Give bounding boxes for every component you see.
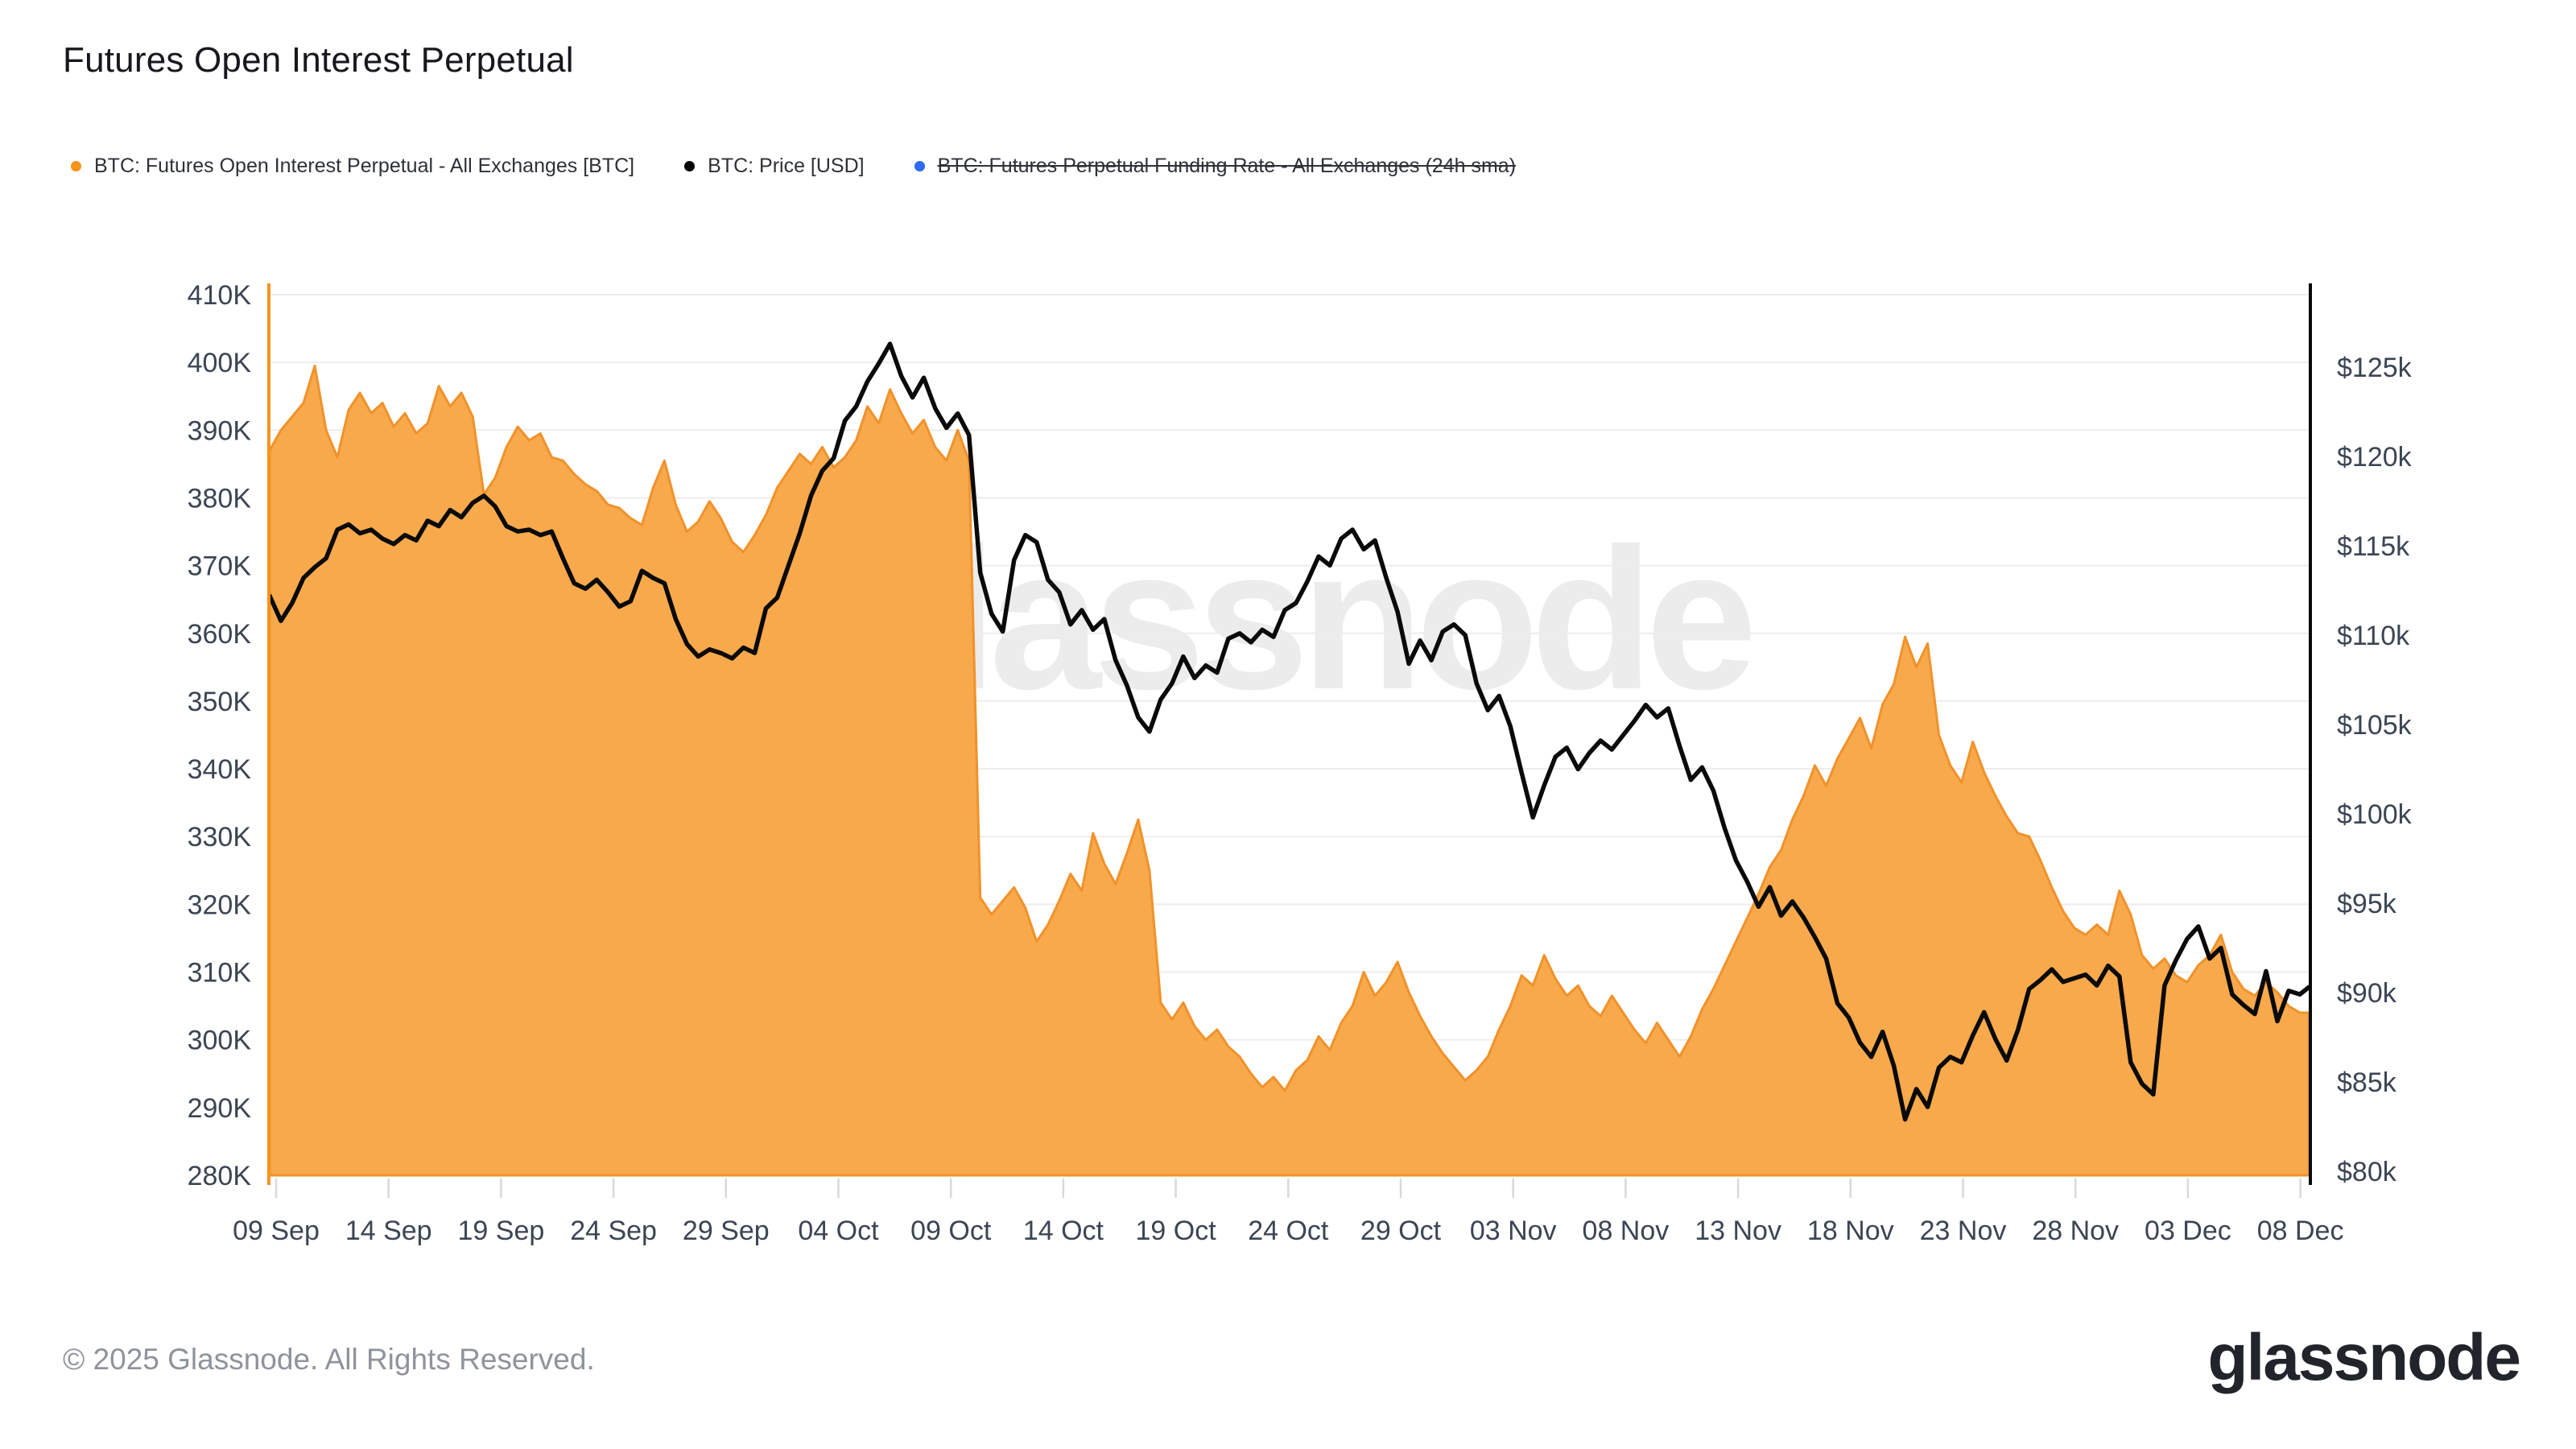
legend-label: BTC: Futures Open Interest Perpetual - A…	[94, 155, 635, 177]
left-axis-tick-label: 390K	[188, 415, 252, 446]
x-axis-tick-label: 14 Oct	[1023, 1216, 1104, 1246]
page-title: Futures Open Interest Perpetual	[63, 40, 574, 80]
legend-item-2[interactable]: BTC: Futures Perpetual Funding Rate - Al…	[914, 155, 1516, 178]
right-axis-tick-label: $105k	[2337, 710, 2413, 741]
x-axis-tick-label: 08 Dec	[2257, 1216, 2344, 1246]
x-axis-tick-label: 09 Sep	[233, 1216, 320, 1246]
legend-item-1[interactable]: BTC: Price [USD]	[684, 155, 865, 178]
x-axis-tick-label: 24 Sep	[570, 1216, 657, 1246]
right-axis-tick-label: $125k	[2337, 353, 2413, 383]
left-axis-labels: 410K 400K 390K 380K 370K 360K 350K 340K 330K 320K…	[188, 280, 252, 1191]
btc-price-line	[267, 341, 2311, 1122]
left-axis-tick-label: 400K	[188, 348, 252, 378]
left-axis-tick-label: 280K	[188, 1161, 252, 1191]
left-axis-tick-label: 370K	[188, 551, 252, 582]
open-interest-area-series	[268, 364, 2310, 1177]
chart-legend: BTC: Futures Open Interest Perpetual - A…	[71, 155, 1516, 178]
glassnode-logo: glassnode	[2207, 1321, 2521, 1394]
left-axis-tick-label: 380K	[188, 483, 252, 514]
x-axis-tick-label: 29 Oct	[1360, 1216, 1442, 1246]
glassnode-watermark-text: glassnode	[827, 506, 1751, 731]
left-axis-tick-label: 330K	[188, 822, 252, 852]
right-axis-labels: $125k $120k $115k $110k $105k $100k $95k $90k $8…	[2337, 353, 2413, 1187]
legend-label: BTC: Price [USD]	[708, 155, 865, 177]
left-axis-tick-label: 290K	[188, 1093, 252, 1124]
x-axis-tick-label: 18 Nov	[1807, 1216, 1894, 1246]
legend-item-0[interactable]: BTC: Futures Open Interest Perpetual - A…	[71, 155, 634, 178]
open-interest-area	[268, 364, 2310, 1177]
btc-price-line-series	[267, 341, 2311, 1122]
right-axis-tick-label: $95k	[2337, 889, 2397, 919]
left-axis-tick-label: 320K	[188, 890, 252, 920]
x-axis-tick-label: 23 Nov	[1920, 1216, 2007, 1246]
x-axis-tick-label: 09 Oct	[910, 1216, 992, 1246]
x-axis-tick-label: 04 Oct	[798, 1216, 879, 1246]
right-axis-tick-label: $110k	[2337, 621, 2410, 651]
left-axis-tick-label: 410K	[188, 280, 252, 311]
legend-label: BTC: Futures Perpetual Funding Rate - Al…	[937, 155, 1517, 177]
x-axis-ticks	[275, 1179, 2301, 1198]
right-axis-tick-label: $115k	[2337, 531, 2410, 562]
x-axis-tick-label: 13 Nov	[1695, 1216, 1781, 1246]
legend-dot-icon	[71, 161, 81, 171]
x-axis-tick-label: 14 Sep	[345, 1216, 432, 1246]
x-axis-tick-label: 03 Dec	[2145, 1216, 2231, 1246]
left-axis-tick-label: 310K	[188, 958, 252, 989]
x-axis-labels: 09 Sep 14 Sep 19 Sep 24 Sep 29 Sep 04 Oct 09 O…	[233, 1216, 2343, 1246]
axis-lines	[267, 283, 2312, 1185]
copyright-text: © 2025 Glassnode. All Rights Reserved.	[63, 1343, 595, 1376]
right-axis-tick-label: $80k	[2337, 1157, 2397, 1187]
x-axis-tick-label: 19 Oct	[1136, 1216, 1217, 1246]
right-axis-tick-label: $85k	[2337, 1067, 2397, 1098]
left-axis-tick-label: 360K	[188, 619, 252, 650]
x-axis-tick-label: 19 Sep	[458, 1216, 545, 1246]
left-axis-tick-label: 350K	[188, 687, 252, 717]
x-axis-tick-label: 03 Nov	[1470, 1216, 1557, 1246]
legend-dot-icon	[914, 161, 925, 171]
left-axis-tick-label: 340K	[188, 754, 252, 785]
right-axis-tick-label: $90k	[2337, 978, 2397, 1009]
x-axis-tick-label: 08 Nov	[1583, 1216, 1670, 1246]
right-axis-tick-label: $100k	[2337, 799, 2413, 830]
x-axis-tick-label: 29 Sep	[683, 1216, 770, 1246]
right-axis-tick-label: $120k	[2337, 442, 2413, 473]
x-axis-tick-label: 28 Nov	[2032, 1216, 2119, 1246]
legend-dot-icon	[684, 161, 696, 171]
x-axis-tick-label: 24 Oct	[1248, 1216, 1329, 1246]
left-axis-tick-label: 300K	[188, 1026, 252, 1056]
